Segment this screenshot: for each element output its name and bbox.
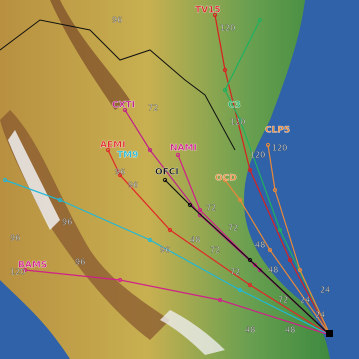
track-point bbox=[297, 267, 303, 273]
mountains-north bbox=[50, 0, 130, 110]
hour-label: 96 bbox=[62, 218, 72, 227]
hour-label: 72 bbox=[148, 104, 158, 113]
pacific bbox=[0, 280, 70, 359]
track-name: NAMI bbox=[170, 144, 197, 154]
hour-label: 24 bbox=[320, 286, 330, 295]
track-line bbox=[4, 179, 331, 336]
track-point bbox=[287, 257, 293, 263]
track-point bbox=[252, 262, 258, 268]
track-name: BAMS bbox=[18, 261, 47, 271]
track-point bbox=[162, 177, 168, 183]
track-point bbox=[222, 87, 228, 93]
mountains bbox=[0, 110, 170, 340]
track-point bbox=[277, 227, 283, 233]
snow-range bbox=[8, 130, 60, 230]
hour-label: 96 bbox=[160, 246, 170, 255]
track-point bbox=[147, 147, 153, 153]
hour-label: 120 bbox=[220, 24, 235, 33]
track-point bbox=[217, 297, 223, 303]
track-point bbox=[105, 147, 111, 153]
hour-label: 120 bbox=[10, 268, 25, 277]
hour-label: 96 bbox=[128, 181, 138, 190]
track-point bbox=[257, 17, 263, 23]
track-point bbox=[265, 142, 271, 148]
track-line bbox=[24, 269, 331, 336]
hour-label: 72 bbox=[210, 246, 220, 255]
track-point bbox=[222, 177, 228, 183]
hour-label: 72 bbox=[278, 296, 288, 305]
track-point bbox=[57, 197, 63, 203]
track-point bbox=[167, 227, 173, 233]
track-line bbox=[107, 149, 331, 336]
track-name: AEMI bbox=[100, 141, 125, 151]
track-point bbox=[267, 247, 273, 253]
track-point bbox=[187, 202, 193, 208]
track-point bbox=[2, 177, 8, 183]
track-line bbox=[224, 179, 331, 336]
track-line bbox=[267, 144, 331, 336]
snow-south bbox=[160, 310, 225, 355]
track-point bbox=[237, 197, 243, 203]
track-point bbox=[237, 117, 243, 123]
hour-label: 96 bbox=[112, 16, 122, 25]
hour-label: 48 bbox=[190, 236, 200, 245]
hour-label: 96 bbox=[115, 168, 125, 177]
hour-label: 48 bbox=[245, 326, 255, 335]
track-point bbox=[117, 277, 123, 283]
track-point bbox=[272, 187, 278, 193]
track-name: TV15 bbox=[195, 6, 221, 16]
track-point bbox=[197, 207, 203, 213]
hour-label: 120 bbox=[272, 144, 287, 153]
track-point bbox=[222, 67, 228, 73]
hour-label: 48 bbox=[268, 266, 278, 275]
hour-label: 72 bbox=[230, 268, 240, 277]
track-name: OFCI bbox=[155, 168, 179, 178]
hour-label: 96 bbox=[10, 234, 20, 243]
track-point bbox=[147, 237, 153, 243]
track-point bbox=[122, 107, 128, 113]
hour-label: 24 bbox=[315, 311, 325, 320]
track-name: OCD bbox=[215, 174, 237, 184]
track-point bbox=[117, 172, 123, 178]
track-point bbox=[237, 287, 243, 293]
hour-label: 72 bbox=[206, 204, 216, 213]
track-name: CLP5 bbox=[265, 126, 290, 136]
track-line bbox=[214, 14, 331, 336]
track-point bbox=[247, 282, 253, 288]
tracks bbox=[2, 12, 331, 336]
track-line bbox=[164, 179, 331, 336]
track-name: CXTI bbox=[112, 101, 135, 111]
hour-label: 24 bbox=[300, 296, 310, 305]
track-point bbox=[257, 267, 263, 273]
track-point bbox=[212, 12, 218, 18]
border bbox=[0, 19, 236, 151]
hour-label: 120 bbox=[250, 151, 265, 160]
track-name: TM9 bbox=[117, 151, 138, 161]
track-point bbox=[247, 257, 253, 263]
track-point bbox=[175, 152, 181, 158]
storm-position bbox=[326, 330, 333, 337]
hour-label: 48 bbox=[255, 241, 265, 250]
track-point bbox=[22, 267, 28, 273]
hour-label: 48 bbox=[285, 326, 295, 335]
hour-label: 120 bbox=[230, 118, 245, 127]
track-name: C3 bbox=[228, 101, 241, 111]
track-point bbox=[247, 167, 253, 173]
hour-label: 96 bbox=[75, 258, 85, 267]
track-line bbox=[224, 19, 331, 336]
hour-label: 72 bbox=[228, 224, 238, 233]
